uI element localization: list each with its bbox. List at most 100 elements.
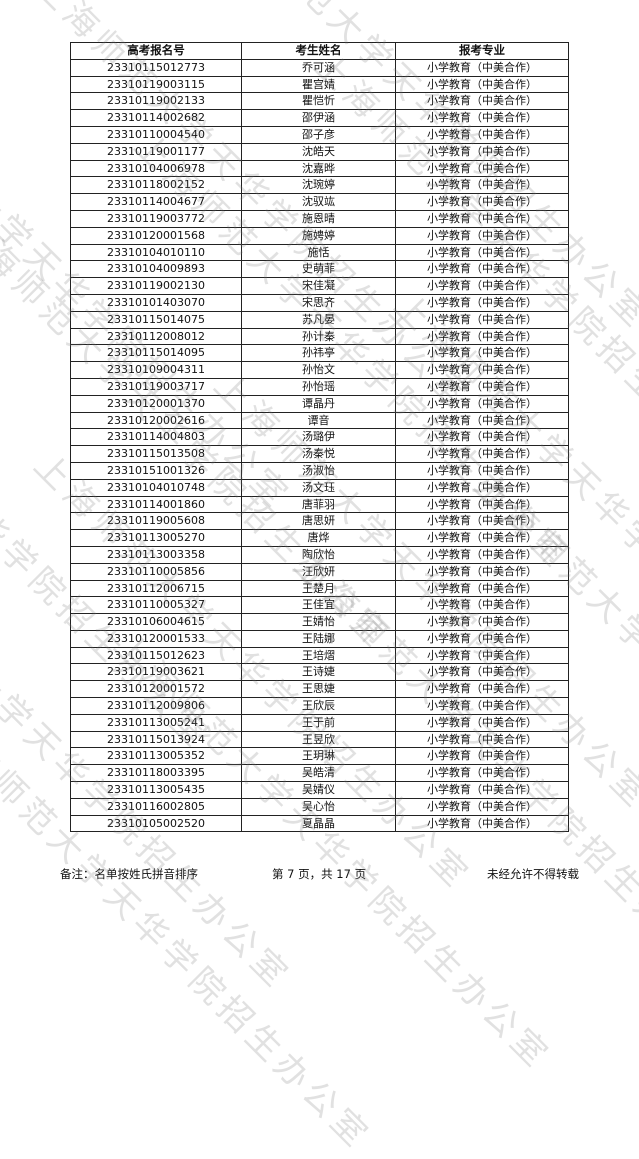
table-row: 23310104006978 沈嘉晔 小学教育（中美合作） [70, 159, 569, 178]
table-row: 23310106004615 王婧怡 小学教育（中美合作） [70, 613, 569, 631]
exam-number-cell: 23310113005352 [70, 747, 242, 766]
major-cell: 小学教育（中美合作） [395, 428, 569, 447]
student-name-cell: 王培熠 [241, 646, 396, 665]
table-row: 23310119003115 瞿宫婧 小学教育（中美合作） [70, 75, 569, 94]
major-cell: 小学教育（中美合作） [395, 613, 569, 631]
exam-number-cell: 23310110005327 [70, 596, 242, 615]
student-name-cell: 孙计秦 [241, 327, 396, 346]
table-row: 23310114004803 汤璐伊 小学教育（中美合作） [70, 428, 569, 447]
major-cell: 小学教育（中美合作） [395, 193, 569, 211]
student-name-cell: 宋思齐 [241, 293, 396, 312]
table-row: 23310118003395 吴皓清 小学教育（中美合作） [70, 764, 569, 783]
exam-number-cell: 23310120001568 [70, 226, 242, 245]
major-cell: 小学教育（中美合作） [395, 579, 569, 598]
major-cell: 小学教育（中美合作） [395, 394, 569, 413]
exam-number-cell: 23310120001370 [70, 394, 242, 413]
exam-number-cell: 23310118003395 [70, 764, 242, 783]
major-cell: 小学教育（中美合作） [395, 327, 569, 346]
student-name-cell: 沈皓天 [241, 142, 396, 161]
major-cell: 小学教育（中美合作） [395, 646, 569, 665]
major-cell: 小学教育（中美合作） [395, 814, 569, 833]
page-indicator: 第 7 页，共 17 页 [272, 867, 367, 881]
table-row: 23310110004540 邵子彦 小学教育（中美合作） [70, 125, 569, 144]
exam-number-cell: 23310113005241 [70, 713, 242, 732]
major-cell: 小学教育（中美合作） [395, 377, 569, 396]
table-row: 23310109004311 孙怡文 小学教育（中美合作） [70, 361, 569, 379]
student-name-cell: 施恩晴 [241, 209, 396, 228]
table-row: 23310114001860 唐菲羽 小学教育（中美合作） [70, 495, 569, 514]
student-name-cell: 王婧怡 [241, 613, 396, 631]
table-row: 23310151001326 汤淑怡 小学教育（中美合作） [70, 461, 569, 480]
major-cell: 小学教育（中美合作） [395, 478, 569, 497]
exam-number-cell: 23310119001177 [70, 142, 242, 161]
student-name-cell: 夏晶晶 [241, 814, 396, 833]
student-name-cell: 陶欣怡 [241, 545, 396, 564]
exam-number-cell: 23310104009893 [70, 260, 242, 279]
student-name-cell: 汤璐伊 [241, 428, 396, 447]
exam-number-cell: 23310115013508 [70, 445, 242, 463]
exam-number-cell: 23310114001860 [70, 495, 242, 514]
table-row: 23310118002152 沈琬婷 小学教育（中美合作） [70, 176, 569, 195]
major-cell: 小学教育（中美合作） [395, 461, 569, 480]
student-name-cell: 瞿恺忻 [241, 92, 396, 111]
table-row: 23310115013924 王昱欣 小学教育（中美合作） [70, 730, 569, 749]
table-row: 23310113003358 陶欣怡 小学教育（中美合作） [70, 545, 569, 564]
major-cell: 小学教育（中美合作） [395, 109, 569, 127]
major-cell: 小学教育（中美合作） [395, 529, 569, 547]
major-cell: 小学教育（中美合作） [395, 277, 569, 295]
student-name-cell: 王昱欣 [241, 730, 396, 749]
table-row: 23310104010110 施恬 小学教育（中美合作） [70, 243, 569, 262]
major-cell: 小学教育（中美合作） [395, 797, 569, 816]
student-name-cell: 汤文珏 [241, 478, 396, 497]
exam-number-cell: 23310114004803 [70, 428, 242, 447]
student-name-cell: 施恬 [241, 243, 396, 262]
table-row: 23310119002130 宋佳凝 小学教育（中美合作） [70, 277, 569, 295]
exam-number-cell: 23310119002133 [70, 92, 242, 111]
major-cell: 小学教育（中美合作） [395, 663, 569, 682]
student-name-cell: 王于前 [241, 713, 396, 732]
student-name-cell: 王楚月 [241, 579, 396, 598]
exam-number-cell: 23310112008012 [70, 327, 242, 346]
table-header-row: 高考报名号 考生姓名 报考专业 [70, 42, 569, 60]
table-row: 23310104010748 汤文珏 小学教育（中美合作） [70, 478, 569, 497]
exam-number-cell: 23310113005435 [70, 781, 242, 799]
footer-note: 备注：名单按姓氏拼音排序 [60, 867, 198, 881]
student-name-cell: 沈嘉晔 [241, 159, 396, 178]
major-cell: 小学教育（中美合作） [395, 58, 569, 77]
exam-number-cell: 23310104006978 [70, 159, 242, 178]
major-cell: 小学教育（中美合作） [395, 310, 569, 329]
table-row: 23310119003772 施恩晴 小学教育（中美合作） [70, 209, 569, 228]
table-row: 23310120002616 谭音 小学教育（中美合作） [70, 411, 569, 430]
table-row: 23310104009893 史萌菲 小学教育（中美合作） [70, 260, 569, 279]
student-name-cell: 乔可涵 [241, 58, 396, 77]
major-cell: 小学教育（中美合作） [395, 209, 569, 228]
major-cell: 小学教育（中美合作） [395, 125, 569, 144]
major-cell: 小学教育（中美合作） [395, 361, 569, 379]
table-row: 23310119002133 瞿恺忻 小学教育（中美合作） [70, 92, 569, 111]
student-name-cell: 王诗婕 [241, 663, 396, 682]
major-cell: 小学教育（中美合作） [395, 781, 569, 799]
table-row: 23310113005435 吴婧仪 小学教育（中美合作） [70, 781, 569, 799]
exam-number-cell: 23310120001572 [70, 680, 242, 699]
exam-number-cell: 23310113003358 [70, 545, 242, 564]
table-row: 23310112008012 孙计秦 小学教育（中美合作） [70, 327, 569, 346]
table-row: 23310119001177 沈皓天 小学教育（中美合作） [70, 142, 569, 161]
table-row: 23310119005608 唐思妍 小学教育（中美合作） [70, 512, 569, 531]
exam-number-cell: 23310151001326 [70, 461, 242, 480]
table-row: 23310114002682 邵伊涵 小学教育（中美合作） [70, 109, 569, 127]
major-cell: 小学教育（中美合作） [395, 562, 569, 581]
copyright-notice: 未经允许不得转载 [487, 867, 579, 881]
student-name-cell: 汪欣妍 [241, 562, 396, 581]
student-name-cell: 王玥琳 [241, 747, 396, 766]
table-row: 23310112009806 王欣辰 小学教育（中美合作） [70, 697, 569, 715]
major-cell: 小学教育（中美合作） [395, 747, 569, 766]
major-cell: 小学教育（中美合作） [395, 697, 569, 715]
student-name-cell: 谭音 [241, 411, 396, 430]
student-name-cell: 邵伊涵 [241, 109, 396, 127]
major-cell: 小学教育（中美合作） [395, 512, 569, 531]
major-cell: 小学教育（中美合作） [395, 629, 569, 648]
exam-number-cell: 23310101403070 [70, 293, 242, 312]
table-row: 23310120001370 谭晶丹 小学教育（中美合作） [70, 394, 569, 413]
table-row: 23310120001568 施娉婷 小学教育（中美合作） [70, 226, 569, 245]
exam-number-cell: 23310120002616 [70, 411, 242, 430]
